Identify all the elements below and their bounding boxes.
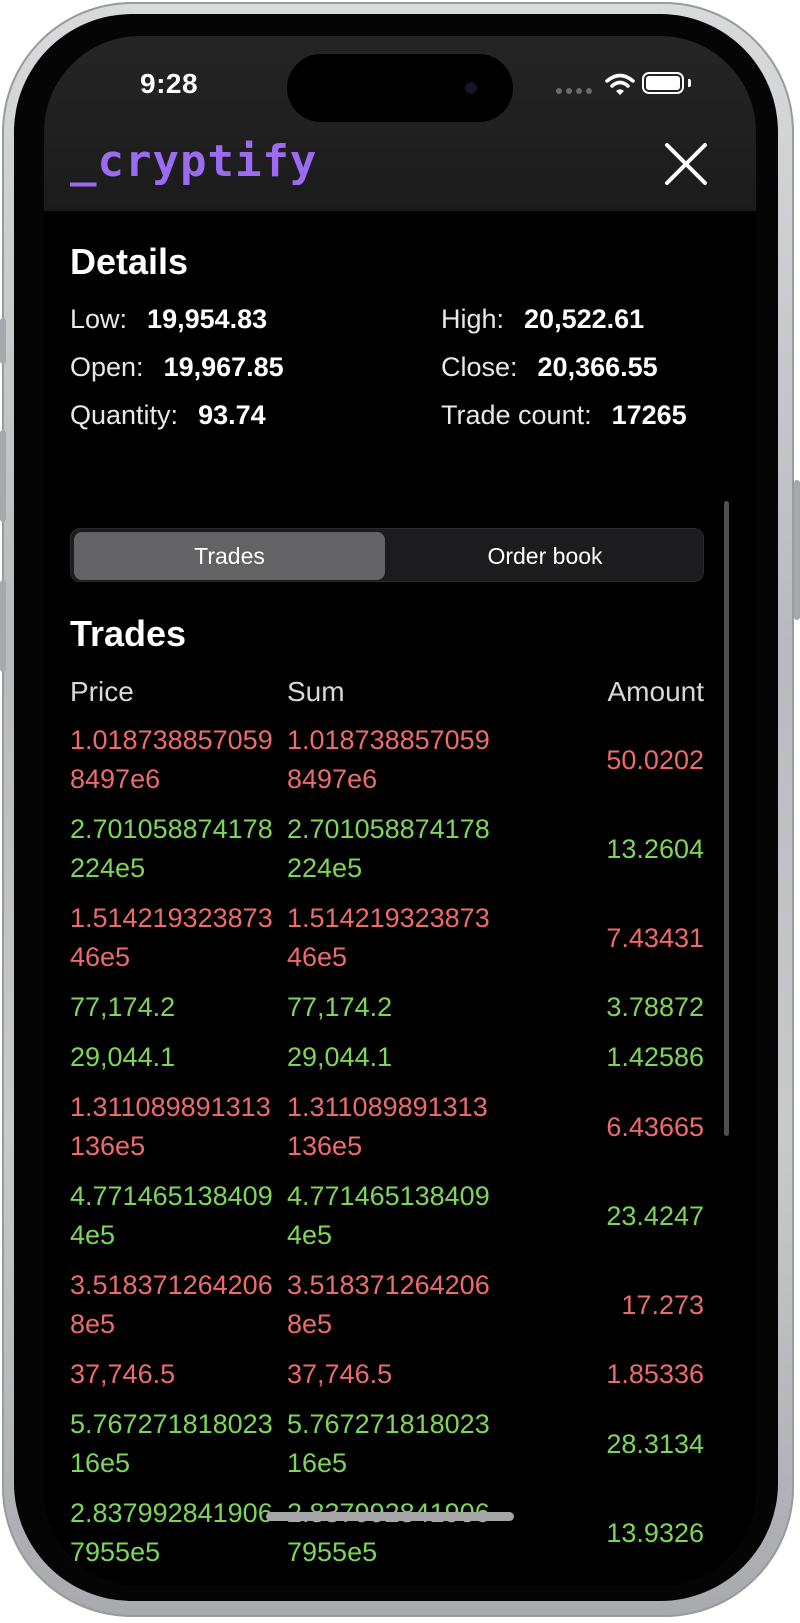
trade-amount: 23.4247 bbox=[606, 1200, 704, 1231]
trade-amount: 13.9326 bbox=[606, 1517, 704, 1548]
trade-price: 77,174.2 bbox=[70, 992, 176, 1022]
table-row: 2.8379928419067955e52.8379928419067955e5… bbox=[44, 1494, 756, 1572]
app-logo: _cryptify bbox=[70, 136, 318, 187]
trade-price: 2.8379928419067955e5 bbox=[70, 1498, 273, 1567]
detail-low-label: Low: bbox=[70, 304, 128, 334]
tab-order-book[interactable]: Order book bbox=[487, 543, 603, 569]
table-row: 1.51421932387346e5 1.51421932387346e5 7.43… bbox=[44, 899, 756, 977]
detail-open-label: Open: bbox=[70, 352, 144, 382]
detail-high-value: 20,522.61 bbox=[524, 304, 645, 334]
trade-sum: 4.7714651384094e5 bbox=[287, 1181, 490, 1250]
details-content: Details Low: 19,954.83 High: 20,522.61 Ope… bbox=[44, 211, 756, 1586]
trade-price: 4.7714651384094e5 bbox=[70, 1181, 273, 1250]
volume-down-button bbox=[0, 580, 6, 672]
column-header-price: Price bbox=[70, 676, 134, 707]
table-row: 5.76727181802316e5 5.76727181802316e5 28.3… bbox=[44, 1405, 756, 1483]
detail-trade-count-label: Trade count: bbox=[441, 400, 592, 430]
home-indicator[interactable] bbox=[266, 1512, 514, 1521]
trade-price: 37,746.5 bbox=[70, 1359, 176, 1389]
trade-sum: 37,746.5 bbox=[287, 1359, 393, 1389]
trade-sum: 2.8379928419067955e5 bbox=[287, 1498, 490, 1567]
action-button bbox=[0, 318, 6, 364]
table-row: 4.7714651384094e5 4.7714651384094e5 23.424… bbox=[44, 1177, 756, 1255]
trade-price: 5.76727181802316e5 bbox=[70, 1409, 273, 1478]
detail-open: Open: 19,967.85 bbox=[70, 352, 284, 383]
table-row: 29,044.1 29,044.1 1.42586 bbox=[44, 1038, 756, 1077]
segmented-control: Trades Order book bbox=[70, 528, 704, 582]
battery-icon bbox=[642, 72, 684, 94]
scrollbar[interactable] bbox=[724, 501, 729, 1136]
trade-price: 1.51421932387346e5 bbox=[70, 903, 273, 972]
camera-icon bbox=[465, 82, 477, 94]
app-header: 9:28 _cryptify bbox=[44, 36, 756, 211]
table-row: 77,174.2 77,174.2 3.78872 bbox=[44, 988, 756, 1027]
detail-high-label: High: bbox=[441, 304, 505, 334]
trade-amount: 13.2604 bbox=[606, 833, 704, 864]
detail-close-label: Close: bbox=[441, 352, 518, 382]
power-button bbox=[794, 480, 800, 620]
detail-close-value: 20,366.55 bbox=[537, 352, 658, 382]
trade-sum: 5.76727181802316e5 bbox=[287, 1409, 490, 1478]
table-row: 2.701058874178224e5 2.701058874178224e5 13… bbox=[44, 810, 756, 888]
trade-sum: 3.5183712642068e5 bbox=[287, 1270, 490, 1339]
detail-high: High: 20,522.61 bbox=[441, 304, 644, 335]
trade-amount: 28.3134 bbox=[606, 1428, 704, 1459]
battery-nub bbox=[688, 79, 691, 87]
detail-quantity: Quantity: 93.74 bbox=[70, 400, 266, 431]
dynamic-island bbox=[287, 54, 513, 122]
status-time: 9:28 bbox=[140, 68, 199, 99]
trade-amount: 7.43431 bbox=[606, 922, 704, 953]
tab-trades[interactable]: Trades bbox=[74, 532, 385, 580]
trade-amount: 1.42586 bbox=[606, 1042, 704, 1072]
battery-level bbox=[646, 76, 680, 90]
detail-trade-count-value: 17265 bbox=[611, 400, 687, 430]
detail-quantity-label: Quantity: bbox=[70, 400, 179, 430]
trade-price: 3.5183712642068e5 bbox=[70, 1270, 273, 1339]
details-title: Details bbox=[70, 241, 189, 282]
trade-sum: 29,044.1 bbox=[287, 1042, 393, 1072]
screen: 9:28 _cryptify Details Low: 19,954.83 bbox=[44, 36, 756, 1586]
trade-price: 2.701058874178224e5 bbox=[70, 814, 273, 883]
table-row: 3.5183712642068e5 3.5183712642068e5 17.273 bbox=[44, 1266, 756, 1344]
detail-quantity-value: 93.74 bbox=[198, 400, 266, 430]
column-header-amount: Amount bbox=[607, 676, 705, 707]
close-button[interactable] bbox=[662, 140, 710, 188]
close-icon bbox=[665, 143, 707, 185]
table-row: 1.311089891313136e5 1.311089891313136e5 6.… bbox=[44, 1088, 756, 1166]
detail-low-value: 19,954.83 bbox=[147, 304, 268, 334]
detail-close: Close: 20,366.55 bbox=[441, 352, 658, 383]
volume-up-button bbox=[0, 430, 6, 522]
column-header-sum: Sum bbox=[287, 676, 345, 707]
wifi-icon bbox=[605, 73, 635, 95]
trade-price: 1.311089891313136e5 bbox=[70, 1092, 271, 1161]
trade-sum: 1.0187388570598497e6 bbox=[287, 725, 490, 794]
cellular-signal-icon bbox=[556, 88, 592, 94]
trade-sum: 1.311089891313136e5 bbox=[287, 1092, 488, 1161]
detail-trade-count: Trade count: 17265 bbox=[441, 400, 687, 431]
detail-low: Low: 19,954.83 bbox=[70, 304, 267, 335]
detail-open-value: 19,967.85 bbox=[163, 352, 284, 382]
trade-sum: 77,174.2 bbox=[287, 992, 393, 1022]
trade-sum: 2.701058874178224e5 bbox=[287, 814, 490, 883]
trade-price: 1.0187388570598497e6 bbox=[70, 725, 273, 794]
table-row: 1.0187388570598497e6 1.0187388570598497e6… bbox=[44, 721, 756, 799]
trades-title: Trades bbox=[70, 613, 187, 654]
trade-price: 29,044.1 bbox=[70, 1042, 176, 1072]
trade-amount: 17.273 bbox=[621, 1289, 704, 1320]
trade-amount: 50.0202 bbox=[606, 744, 704, 775]
trade-amount: 3.78872 bbox=[606, 992, 704, 1022]
trade-sum: 1.51421932387346e5 bbox=[287, 903, 490, 972]
table-row: 37,746.5 37,746.5 1.85336 bbox=[44, 1355, 756, 1394]
trade-amount: 1.85336 bbox=[606, 1359, 704, 1389]
trade-amount: 6.43665 bbox=[606, 1111, 704, 1142]
